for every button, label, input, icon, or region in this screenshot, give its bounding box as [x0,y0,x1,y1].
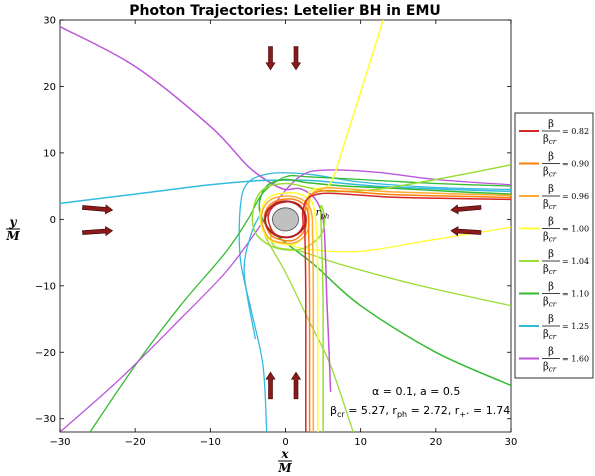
annotation-line1: α = 0.1, a = 0.5 [372,385,460,398]
x-axis-label-num: x [280,447,289,461]
direction-arrow-2 [82,226,114,237]
legend-item-4: β βcr = 1.00 [519,217,589,244]
trajectory-series-3 [260,186,511,432]
y-tick-label: 0 [50,215,56,226]
legend-ratio-value: = 0.90 [562,160,589,169]
direction-arrow-5 [265,46,276,71]
y-axis-label: y M [5,215,20,243]
trajectory-series-6 [258,178,511,387]
rph-label-main: r [316,207,322,218]
direction-arrow-7 [265,371,276,400]
y-tick-label: 20 [43,82,56,93]
legend: β βcr = 0.82 β βcr = 0.90 β βcr = 0.96 β βcr = 1.00… [514,112,594,379]
extra-trajectory-4 [269,225,511,307]
legend-beta-den: βcr [543,167,557,179]
x-tick-label: −30 [49,437,70,448]
y-tick-label: −10 [35,281,56,292]
rph-label-sub: ph [320,212,329,220]
beta-cr-sub: cr [337,410,345,419]
legend-item-2: β βcr = 0.90 [519,152,589,179]
x-axis-label: x M [277,447,292,475]
legend-beta-den: βcr [543,362,557,374]
x-tick-label: −10 [200,437,221,448]
legend-ratio-value: = 1.25 [562,322,589,331]
beta-cr-value: = 5.27, r [345,404,398,417]
legend-ratio-value: = 1.10 [562,290,589,299]
extra-trajectory-1 [238,172,511,432]
annotation-line2: βcr = 5.27, rph = 2.72, r+. = 1.74 [330,404,510,419]
direction-arrow-4 [450,226,482,237]
y-axis-label-den: M [5,229,20,243]
legend-ratio-value: = 0.82 [562,127,589,136]
black-hole [264,200,307,239]
legend-beta-num: β [548,347,554,358]
legend-beta-den: βcr [543,232,557,244]
legend-ratio-value: = 1.00 [562,225,589,234]
y-tick-label: −20 [35,348,56,359]
y-tick-label: 30 [43,16,56,27]
direction-arrows [82,46,482,400]
legend-beta-num: β [548,314,554,325]
y-tick-label: −30 [35,414,56,425]
direction-arrow-1 [82,204,114,215]
extra-trajectory-6 [243,212,262,340]
trajectory-series-2 [263,189,511,432]
legend-beta-num: β [548,282,554,293]
legend-beta-den: βcr [543,297,557,309]
legend-ratio-value: = 1.04 [562,257,589,266]
legend-item-5: β βcr = 1.04 [519,249,589,276]
trajectory-series-8 [60,25,332,393]
legend-beta-num: β [548,249,554,260]
axis-ticks: −30 −20 −10 0 10 20 30 −30 −20 −10 0 10 20 30 [35,16,517,449]
x-tick-label: −20 [125,437,146,448]
legend-item-7: β βcr = 1.25 [519,314,589,341]
rph-sub: ph [397,410,407,419]
rph-label: rph [316,207,330,220]
y-tick-label: 10 [43,148,56,159]
event-horizon [272,207,299,232]
legend-ratio-value: = 1.60 [562,355,589,364]
trajectory-series-4 [259,20,384,432]
legend-beta-num: β [548,152,554,163]
x-tick-label: 30 [505,437,518,448]
legend-item-3: β βcr = 0.96 [519,184,589,211]
legend-beta-num: β [548,217,554,228]
x-axis-label-den: M [277,461,292,475]
legend-beta-den: βcr [543,134,557,146]
x-tick-label: 20 [429,437,442,448]
x-tick-label: 0 [282,437,288,448]
x-tick-label: 10 [354,437,367,448]
chart-title: Photon Trajectories: Letelier BH in EMU [129,3,441,19]
legend-item-8: β βcr = 1.60 [519,347,589,374]
legend-beta-num: β [548,184,554,195]
direction-arrow-6 [290,46,302,71]
beta-cr-symbol: β [330,404,337,417]
legend-beta-den: βcr [543,264,557,276]
legend-box [514,112,594,379]
legend-ratio-value: = 0.96 [562,192,589,201]
y-axis-label-num: y [9,215,18,229]
photon-sphere [264,200,307,239]
legend-beta-den: βcr [543,329,557,341]
legend-item-1: β βcr = 0.82 [519,119,589,146]
legend-item-6: β βcr = 1.10 [519,282,589,309]
rph-value: = 2.72, r [407,404,460,417]
legend-items: β βcr = 0.82 β βcr = 0.90 β βcr = 0.96 β βcr = 1.00… [519,119,589,374]
rplus-value: . = 1.74 [466,404,510,417]
legend-beta-num: β [548,119,554,130]
direction-arrow-3 [450,204,482,215]
parameter-annotation: α = 0.1, a = 0.5 βcr = 5.27, rph = 2.72,… [330,385,510,419]
trajectory-curves [60,20,511,432]
plot-area: −30 −20 −10 0 10 20 30 −30 −20 −10 0 10 20 30 [35,16,517,449]
extra-trajectory-5 [262,225,354,432]
direction-arrow-8 [290,371,302,400]
legend-beta-den: βcr [543,199,557,211]
rplus-sub: + [459,410,466,419]
extra-trajectory-7 [285,226,511,253]
